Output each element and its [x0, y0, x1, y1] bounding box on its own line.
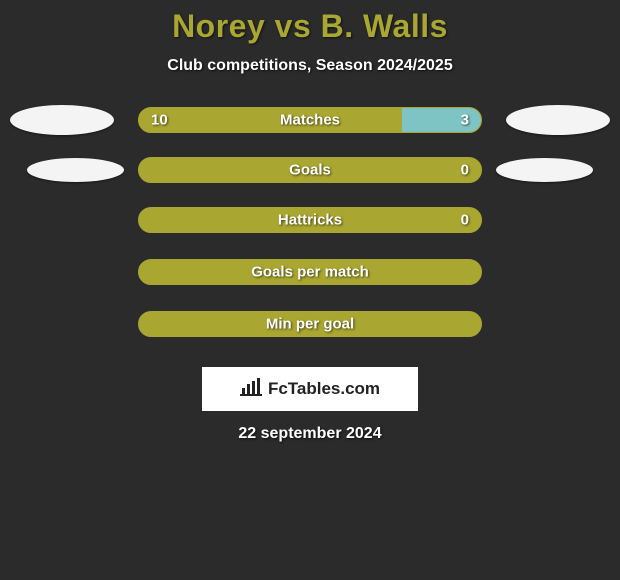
stat-row: Goals per match [4, 257, 616, 287]
stat-row: Matches 10 3 [4, 105, 616, 135]
stat-bar-right-fill [402, 108, 481, 132]
player-right-marker [506, 105, 610, 135]
page-title: Norey vs B. Walls [172, 8, 448, 45]
logo-inner: FcTables.com [240, 378, 380, 401]
logo-text: FcTables.com [268, 379, 380, 399]
stat-right-value: 0 [461, 162, 469, 179]
stat-label: Goals per match [251, 264, 369, 281]
player-right-marker [496, 158, 593, 182]
player-left-marker [27, 158, 124, 182]
stat-bar: Goals per match [138, 259, 482, 285]
stats-list: Matches 10 3 Goals 0 Hattricks 0 Goals per matc… [4, 105, 616, 361]
stat-right-value: 3 [461, 112, 469, 129]
date-text: 22 september 2024 [238, 425, 381, 443]
stat-row: Goals 0 [4, 157, 616, 183]
placeholder [20, 205, 124, 235]
stat-bar: Hattricks 0 [138, 207, 482, 233]
stat-left-value: 10 [151, 112, 168, 129]
stat-label: Hattricks [278, 212, 342, 229]
logo-box[interactable]: FcTables.com [202, 367, 418, 411]
stat-bar: Min per goal [138, 311, 482, 337]
placeholder [496, 309, 600, 339]
stat-right-value: 0 [461, 212, 469, 229]
stat-bar: Matches 10 3 [138, 107, 482, 133]
player-left-marker [10, 105, 114, 135]
placeholder [496, 205, 600, 235]
placeholder [20, 257, 124, 287]
stat-row: Min per goal [4, 309, 616, 339]
page-subtitle: Club competitions, Season 2024/2025 [167, 57, 452, 75]
placeholder [496, 257, 600, 287]
stat-label: Min per goal [266, 316, 354, 333]
stat-row: Hattricks 0 [4, 205, 616, 235]
comparison-widget: Norey vs B. Walls Club competitions, Sea… [0, 0, 620, 443]
stat-label: Matches [280, 112, 340, 129]
stat-label: Goals [289, 162, 331, 179]
chart-icon [240, 378, 262, 401]
stat-bar: Goals 0 [138, 157, 482, 183]
placeholder [20, 309, 124, 339]
